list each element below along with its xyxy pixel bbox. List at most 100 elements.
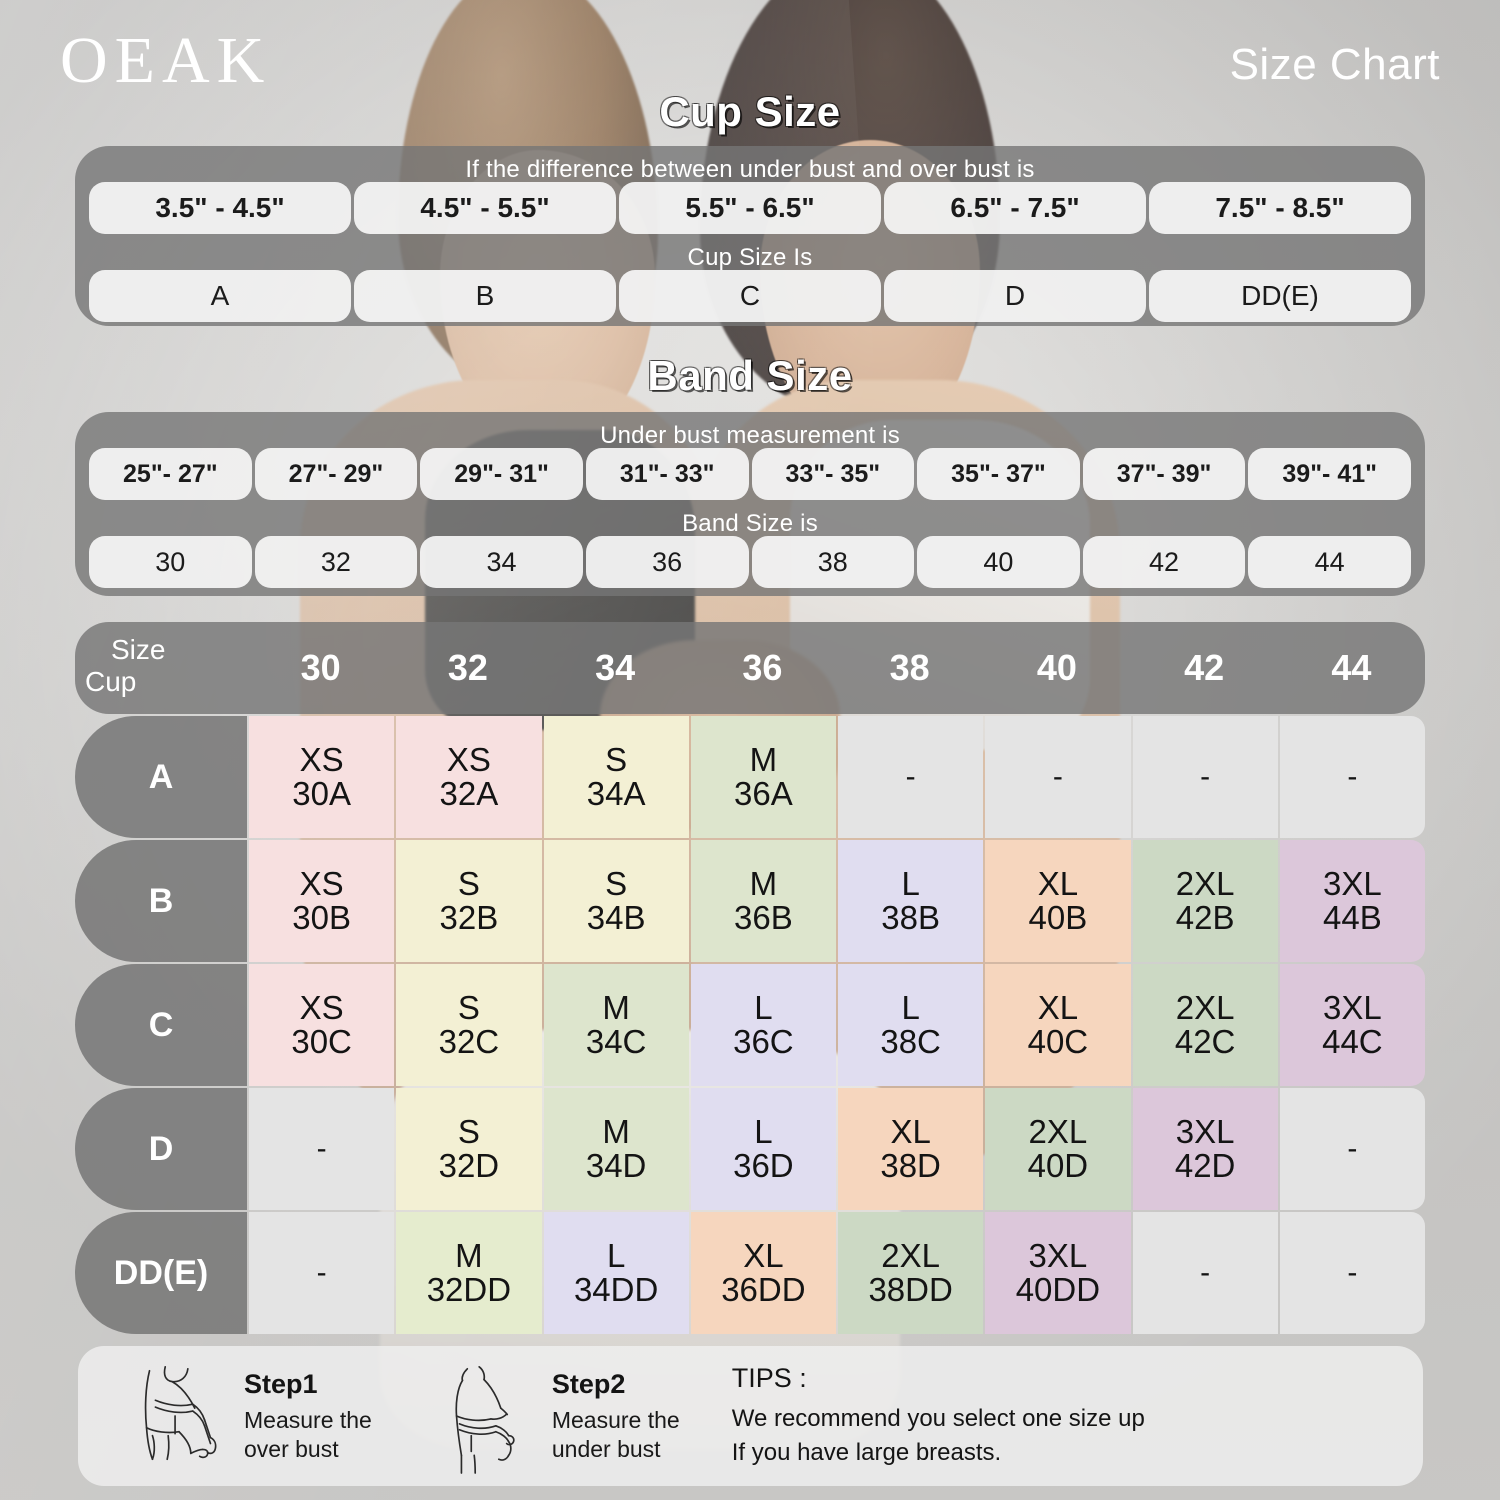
matrix-cell-size: - — [316, 1255, 327, 1289]
band-value-chip: 38 — [751, 536, 915, 588]
matrix-cell: 2XL 40D — [985, 1088, 1131, 1210]
band-range-chip: 29"- 31" — [420, 448, 583, 500]
corner-cup-label: Cup — [85, 666, 137, 697]
step1-body: Measure the over bust — [244, 1407, 372, 1462]
band-value-chip: 34 — [420, 536, 583, 588]
matrix-cell: M 36A — [690, 716, 836, 838]
matrix-cell: 2XL 42B — [1132, 840, 1278, 962]
matrix-cell: XL 38D — [838, 1088, 984, 1210]
matrix-cell: - — [1279, 1212, 1425, 1334]
matrix-cell-size: - — [316, 1131, 327, 1165]
matrix-cell: M 32DD — [396, 1212, 542, 1334]
matrix-cell: S 32B — [396, 840, 542, 962]
cup-letter-chip: D — [884, 270, 1146, 322]
cup-range-row: 3.5" - 4.5" 4.5" - 5.5" 5.5" - 6.5" 6.5" - … — [75, 182, 1425, 234]
matrix-cell-code: 32C — [438, 1023, 500, 1060]
matrix-cell-code: 42C — [1174, 1023, 1236, 1060]
band-range-chip: 39"- 41" — [1248, 448, 1411, 500]
matrix-cell: 3XL 40DD — [985, 1212, 1131, 1334]
matrix-cell: XS 30C — [249, 964, 395, 1086]
matrix-cell-size: XL — [1037, 865, 1079, 903]
matrix-cell-size: S — [605, 865, 628, 903]
matrix-row: B XS 30B S 32B S 34B M 36B L 38B XL 40B 2XL 42B 3XL 44B — [75, 840, 1425, 962]
cup-letter-chip: DD(E) — [1149, 270, 1411, 322]
matrix-cell: L 36C — [690, 964, 836, 1086]
matrix-cell: S 34B — [543, 840, 689, 962]
cup-range-chip: 7.5" - 8.5" — [1149, 182, 1411, 234]
band-range-chip: 27"- 29" — [254, 448, 418, 500]
step2-block: Step2 Measure the under bust — [428, 1357, 680, 1475]
cup-size-panel: If the difference between under bust and… — [75, 146, 1425, 326]
matrix-cell: XL 36DD — [690, 1212, 836, 1334]
matrix-cell-size: S — [605, 741, 628, 779]
band-value-chip: 44 — [1248, 536, 1411, 588]
matrix-cell-size: - — [905, 759, 916, 793]
matrix-cell-size: 3XL — [1323, 989, 1382, 1027]
matrix-cell-size: - — [1347, 1255, 1358, 1289]
matrix-cell-size: M — [749, 865, 778, 903]
matrix-cell: 2XL 42C — [1132, 964, 1278, 1086]
matrix-cell-code: 34DD — [573, 1271, 659, 1308]
matrix-cell: L 38B — [838, 840, 984, 962]
matrix-cell-size: L — [901, 865, 920, 903]
matrix-cell-code: 32B — [439, 899, 499, 936]
matrix-row-label: C — [75, 964, 247, 1086]
matrix-header-row: Size Cup 30 32 34 36 38 40 42 44 — [75, 622, 1425, 714]
matrix-column-header: 40 — [1036, 647, 1077, 688]
brand-logo: OEAK — [60, 24, 272, 97]
matrix-cell-size: 2XL — [1175, 865, 1235, 903]
matrix-cell: - — [1279, 1088, 1425, 1210]
matrix-cell-size: M — [602, 989, 630, 1027]
matrix-column-header: 38 — [889, 647, 930, 688]
matrix-cell-size: XS — [446, 741, 491, 779]
band-size-heading: Band Size — [647, 352, 853, 399]
matrix-column-header: 34 — [595, 647, 636, 688]
matrix-cell-size: 2XL — [1175, 989, 1235, 1027]
matrix-cell-code: 40B — [1028, 899, 1088, 936]
cup-range-chip: 3.5" - 4.5" — [89, 182, 351, 234]
matrix-row-label: A — [75, 716, 247, 838]
cup-letter-chip: C — [619, 270, 881, 322]
step1-heading: Step1 — [244, 1369, 318, 1400]
matrix-cell-size: - — [1200, 1255, 1211, 1289]
matrix-cell: L 38C — [838, 964, 984, 1086]
matrix-cell-size: XL — [890, 1113, 931, 1151]
band-value-chip: 40 — [917, 536, 1080, 588]
matrix-cell-code: 30A — [292, 775, 351, 812]
band-range-chip: 25"- 27" — [89, 448, 252, 500]
matrix-row: DD(E) - M 32DD L 34DD XL 36DD 2XL 38DD 3XL 40DD - - — [75, 1212, 1425, 1334]
band-range-chip: 31"- 33" — [585, 448, 749, 500]
step1-block: Step1 Measure the over bust — [120, 1357, 372, 1475]
matrix-cell-code: 36C — [733, 1023, 794, 1060]
matrix-cell-code: 42B — [1175, 899, 1235, 936]
matrix-cell: M 34C — [543, 964, 689, 1086]
matrix-cell-size: - — [1347, 759, 1358, 793]
matrix-cell: L 34DD — [543, 1212, 689, 1334]
band-range-chip: 33"- 35" — [751, 448, 915, 500]
matrix-cell-size: XS — [299, 741, 344, 779]
band-value-chip: 36 — [585, 536, 749, 588]
tips-line-2: If you have large breasts. — [731, 1438, 1002, 1466]
matrix-cell: XS 32A — [396, 716, 542, 838]
matrix-cell-size: M — [749, 741, 778, 779]
size-matrix: Size Cup 30 32 34 36 38 40 42 44 A XS 30A XS 32A S 34… — [75, 622, 1425, 1334]
matrix-cell-code: 30B — [292, 899, 351, 936]
matrix-cell-code: 34D — [585, 1147, 647, 1184]
matrix-cell-code: 32A — [439, 775, 499, 812]
band-range-chip: 37"- 39" — [1082, 448, 1246, 500]
matrix-cell-code: 42D — [1174, 1147, 1236, 1184]
matrix-cell: M 34D — [543, 1088, 689, 1210]
cup-letter-row: A B C D DD(E) — [75, 270, 1425, 322]
matrix-cell-code: 32D — [438, 1147, 500, 1184]
band-value-chip: 42 — [1082, 536, 1246, 588]
matrix-cell-size: XS — [299, 989, 344, 1027]
matrix-cell-code: 34B — [586, 899, 646, 936]
matrix-cell-code: 40D — [1027, 1147, 1089, 1184]
matrix-cell: 3XL 42D — [1132, 1088, 1278, 1210]
matrix-cell-code: 38B — [881, 899, 940, 936]
matrix-cell-size: L — [606, 1237, 626, 1275]
cup-range-chip: 5.5" - 6.5" — [619, 182, 881, 234]
matrix-cell-code: 34C — [585, 1023, 647, 1060]
matrix-cell: - — [249, 1088, 395, 1210]
matrix-cell-code: 30C — [291, 1023, 352, 1060]
